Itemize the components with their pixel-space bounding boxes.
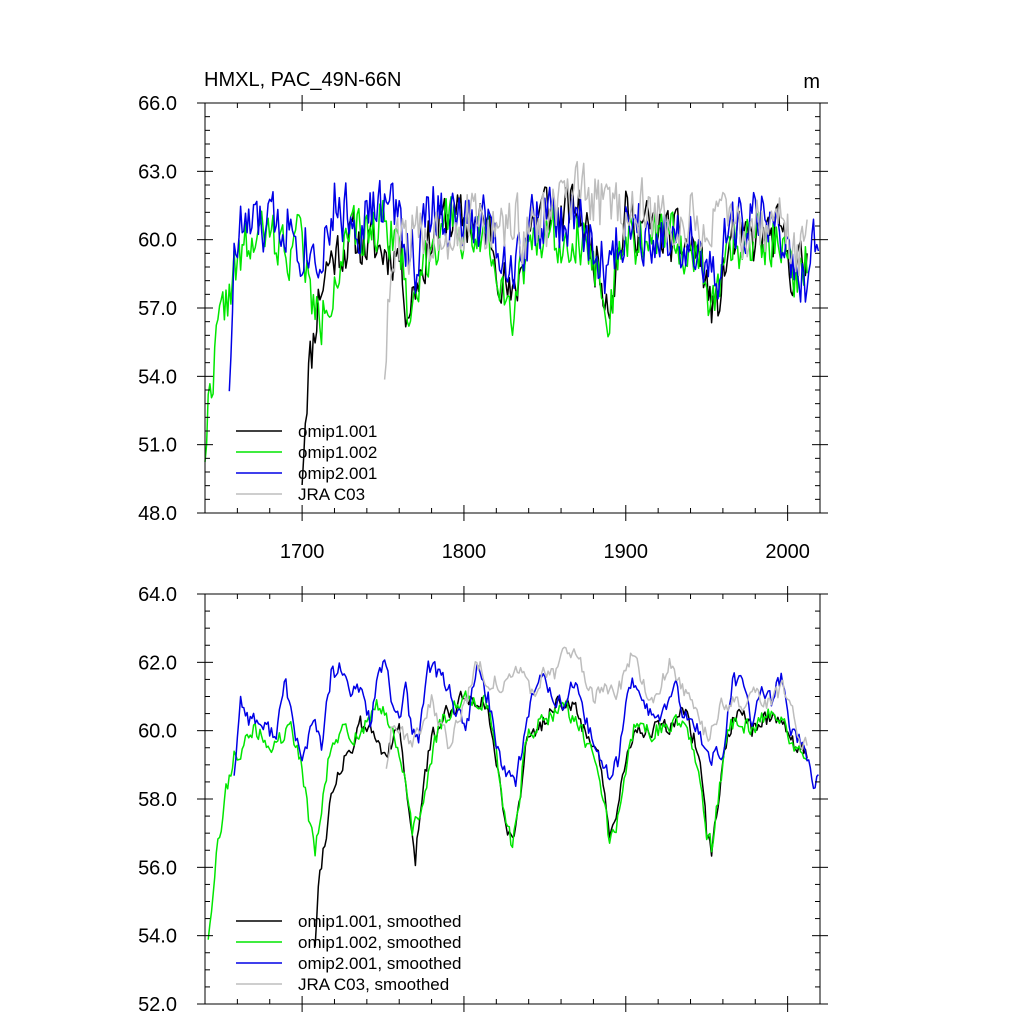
top-ytick-label: 51.0 [138, 435, 177, 457]
top-plot-frame [204, 102, 821, 514]
top-series-layer [204, 160, 820, 486]
top-xtick-label: 2000 [765, 541, 810, 563]
top-ytick-label: 66.0 [138, 93, 177, 115]
top-series-line-2 [228, 179, 820, 392]
top-legend: omip1.001 omip1.002 omip2.001 JRA C03 [236, 422, 377, 504]
top-legend-label-0: omip1.001 [298, 422, 377, 441]
top-series-line-3 [383, 160, 808, 380]
bottom-legend-label-0: omip1.001, smoothed [298, 912, 462, 931]
top-chart-panel: HMXL, PAC_49N-66N m 48.0 51.0 54.0 57.0 60.0… [138, 69, 828, 563]
bottom-ytick-label: 54.0 [138, 926, 177, 948]
top-legend-label-3: JRA C03 [298, 485, 365, 504]
bottom-plot-frame [204, 593, 821, 1005]
top-series-line-1 [204, 196, 808, 463]
bottom-ytick-label: 56.0 [138, 857, 177, 879]
bottom-series-layer [207, 646, 819, 947]
bottom-chart-panel: 52.0 54.0 56.0 58.0 60.0 62.0 64.0 omip1.001, … [138, 584, 828, 1016]
top-legend-label-2: omip2.001 [298, 464, 377, 483]
top-ytick-label: 57.0 [138, 298, 177, 320]
bottom-ytick-label: 52.0 [138, 994, 177, 1016]
top-ticks-layer: 48.0 51.0 54.0 57.0 60.0 63.0 66.0 1700 1800 1900… [138, 93, 828, 563]
bottom-legend-label-2: omip2.001, smoothed [298, 954, 462, 973]
bottom-series-line-1 [207, 690, 808, 940]
top-xtick-label: 1700 [280, 541, 325, 563]
bottom-ytick-label: 62.0 [138, 652, 177, 674]
bottom-series-line-2 [233, 659, 819, 790]
bottom-legend-label-1: omip1.002, smoothed [298, 933, 462, 952]
top-series-line-0 [301, 183, 808, 486]
top-ytick-label: 63.0 [138, 161, 177, 183]
top-chart-title: HMXL, PAC_49N-66N [204, 69, 401, 91]
top-xtick-label: 1800 [442, 541, 487, 563]
top-ytick-label: 54.0 [138, 366, 177, 388]
top-xtick-label: 1900 [604, 541, 649, 563]
bottom-ytick-label: 64.0 [138, 584, 177, 606]
top-ytick-label: 48.0 [138, 503, 177, 525]
bottom-ytick-label: 60.0 [138, 721, 177, 743]
bottom-series-line-3 [385, 646, 808, 769]
top-ytick-label: 60.0 [138, 230, 177, 252]
top-chart-units: m [803, 71, 820, 93]
bottom-ticks-layer: 52.0 54.0 56.0 58.0 60.0 62.0 64.0 [138, 584, 828, 1016]
bottom-series-line-0 [314, 690, 808, 947]
bottom-ytick-label: 58.0 [138, 789, 177, 811]
top-legend-label-1: omip1.002 [298, 443, 377, 462]
bottom-legend-label-3: JRA C03, smoothed [298, 975, 449, 994]
bottom-legend: omip1.001, smoothed omip1.002, smoothed om… [236, 912, 462, 994]
